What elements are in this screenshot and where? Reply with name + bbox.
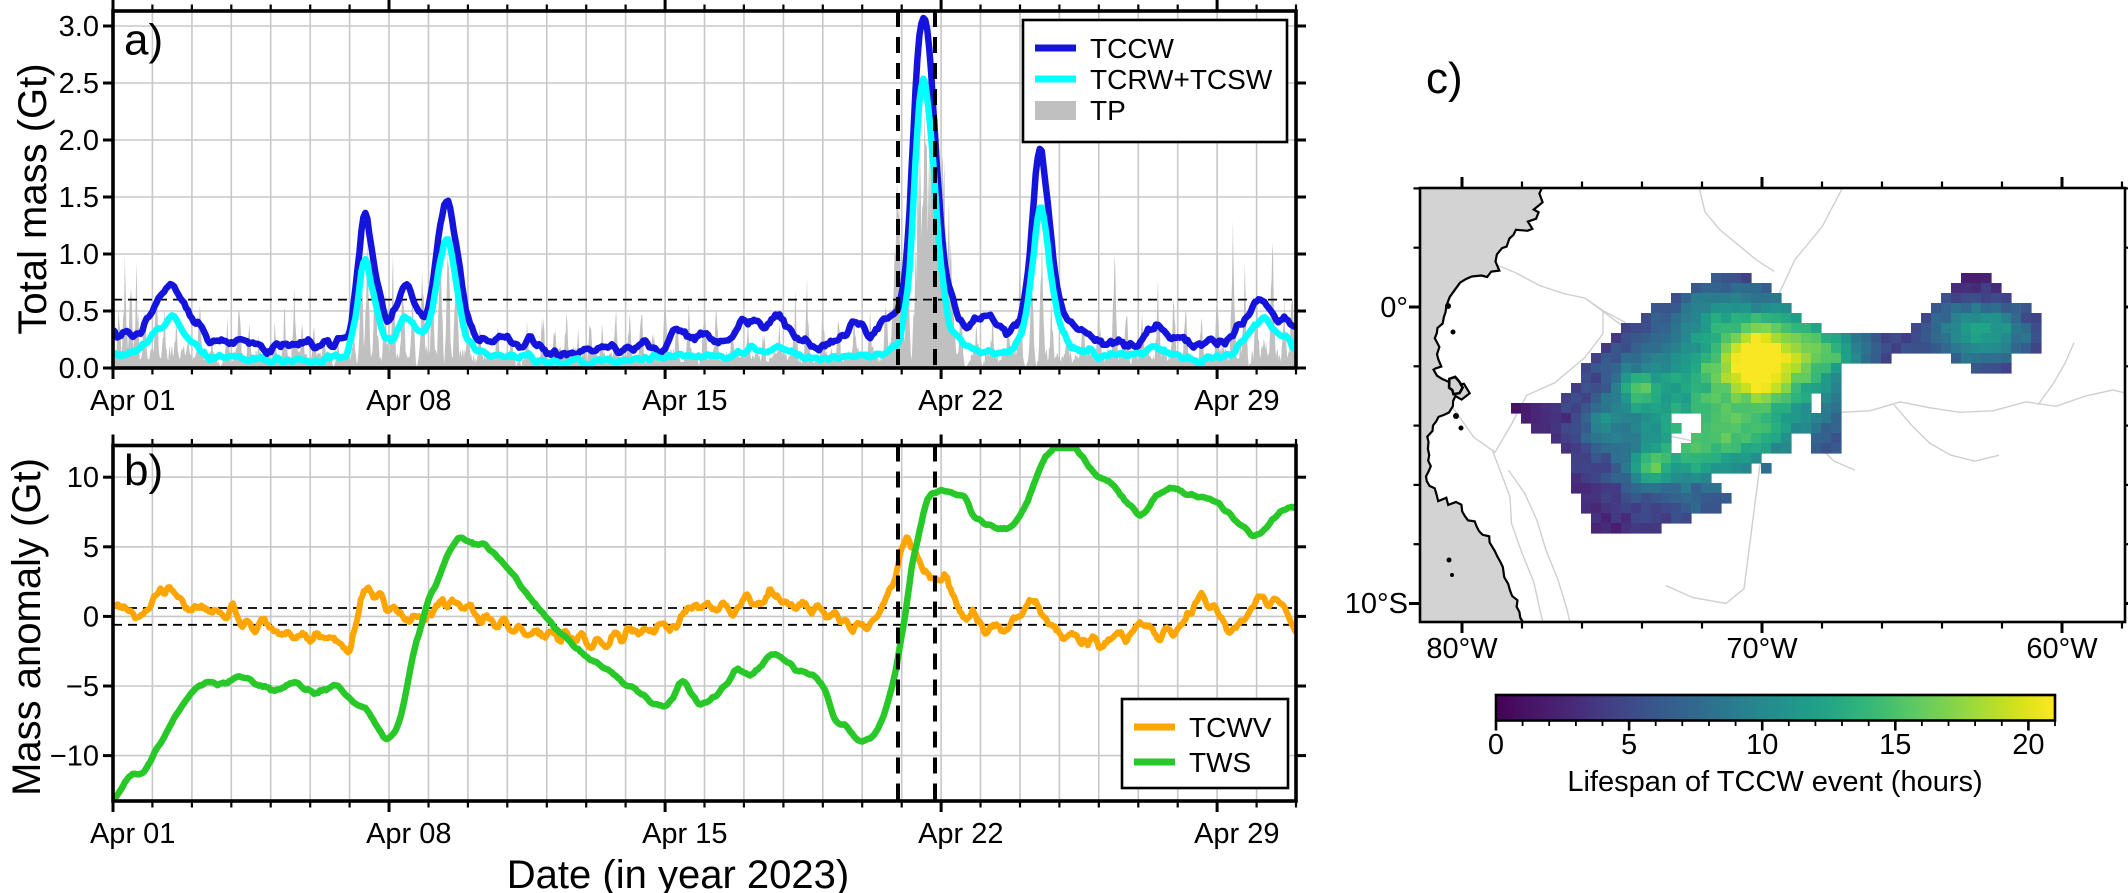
svg-text:Apr 01: Apr 01 [90,818,175,850]
svg-text:c): c) [1426,54,1463,103]
svg-text:0.0: 0.0 [59,353,99,385]
svg-text:0°: 0° [1380,292,1408,324]
svg-text:15: 15 [1879,729,1911,761]
svg-text:Apr 22: Apr 22 [918,818,1003,850]
svg-text:Apr 22: Apr 22 [918,385,1003,417]
svg-text:10: 10 [1746,729,1778,761]
svg-text:−10: −10 [50,741,99,773]
svg-text:TCRW+TCSW: TCRW+TCSW [1090,64,1273,95]
svg-text:80°W: 80°W [1426,633,1498,665]
svg-text:Apr 29: Apr 29 [1194,385,1279,417]
svg-text:2.5: 2.5 [59,68,99,100]
svg-text:0.5: 0.5 [59,296,99,328]
svg-text:Apr 29: Apr 29 [1194,818,1279,850]
svg-text:10: 10 [67,462,99,494]
svg-text:Total mass (Gt): Total mass (Gt) [11,63,55,334]
svg-text:b): b) [124,446,163,495]
svg-text:Apr 01: Apr 01 [90,385,175,417]
svg-text:20: 20 [2012,729,2044,761]
svg-text:TWS: TWS [1189,747,1251,778]
svg-text:Mass anomaly (Gt): Mass anomaly (Gt) [5,458,49,796]
svg-text:Apr 15: Apr 15 [642,818,727,850]
svg-text:5: 5 [1621,729,1637,761]
svg-text:5: 5 [83,532,99,564]
svg-text:TP: TP [1090,95,1126,126]
svg-text:Apr 15: Apr 15 [642,385,727,417]
svg-text:3.0: 3.0 [59,11,99,43]
svg-text:Lifespan of TCCW event (hours): Lifespan of TCCW event (hours) [1567,766,1982,798]
svg-text:1.5: 1.5 [59,182,99,214]
svg-text:60°W: 60°W [2026,633,2098,665]
svg-text:70°W: 70°W [1726,633,1798,665]
svg-text:a): a) [124,16,163,65]
svg-text:0: 0 [1488,729,1504,761]
svg-text:0: 0 [83,601,99,633]
svg-text:TCWV: TCWV [1189,712,1272,743]
svg-text:Date (in year 2023): Date (in year 2023) [507,853,849,893]
svg-text:Apr 08: Apr 08 [366,385,451,417]
svg-text:1.0: 1.0 [59,239,99,271]
svg-text:TCCW: TCCW [1090,33,1175,64]
svg-text:2.0: 2.0 [59,125,99,157]
svg-text:Apr 08: Apr 08 [366,818,451,850]
svg-text:10°S: 10°S [1345,588,1408,620]
svg-text:−5: −5 [66,671,99,703]
